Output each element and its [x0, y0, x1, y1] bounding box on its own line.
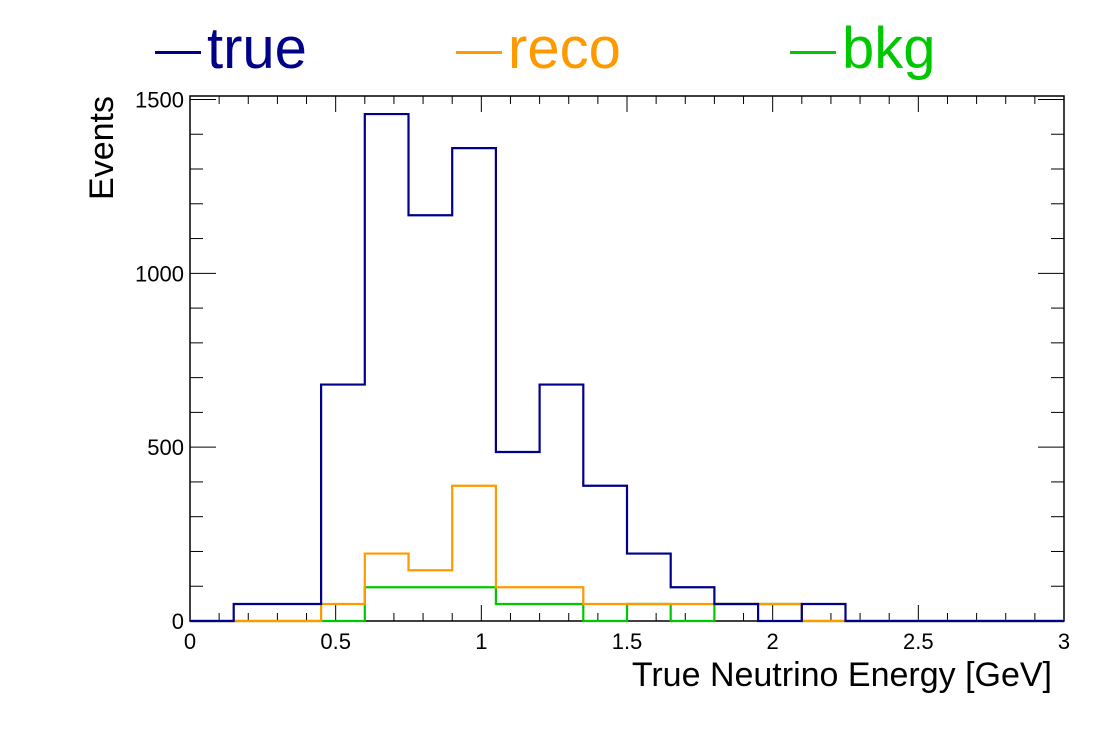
x-tick-label: 3 [1058, 629, 1070, 654]
y-tick-label: 1500 [135, 87, 184, 112]
x-tick-label: 0 [184, 629, 196, 654]
x-tick-label: 2 [767, 629, 779, 654]
x-axis-title: True Neutrino Energy [GeV] [632, 656, 1052, 694]
legend-label-reco: reco [508, 16, 621, 81]
y-tick-label: 500 [147, 435, 184, 460]
x-tick-label: 0.5 [320, 629, 351, 654]
x-tick-label: 2.5 [903, 629, 934, 654]
legend-item-bkg: bkg [790, 14, 936, 84]
legend-item-reco: reco [456, 14, 621, 84]
x-tick-label: 1 [475, 629, 487, 654]
y-tick-label: 0 [172, 609, 184, 634]
legend-swatch-reco [456, 50, 502, 54]
legend-swatch-bkg [790, 50, 836, 54]
y-tick-label: 1000 [135, 261, 184, 286]
legend-swatch-true [155, 50, 201, 54]
plot-area: 0 0.5 1 1.5 2 2.5 3 0 500 1000 1500 [135, 87, 1070, 654]
legend-label-true: true [207, 16, 307, 81]
legend-label-bkg: bkg [842, 16, 936, 81]
legend-item-true: true [155, 14, 307, 84]
histogram-true [190, 112, 1064, 623]
y-axis-title: Events [83, 96, 121, 200]
x-tick-label: 1.5 [612, 629, 643, 654]
